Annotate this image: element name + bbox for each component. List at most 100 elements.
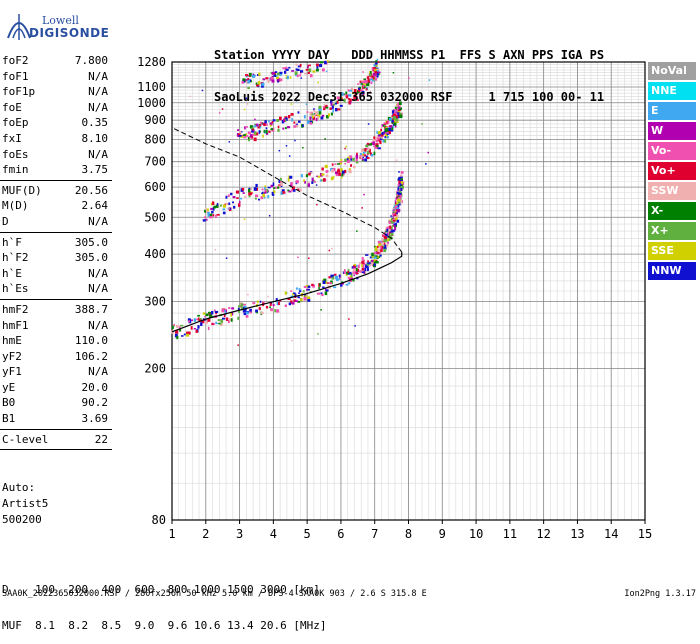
muf-distance-row: D 100 200 400 600 800 1000 1500 3000 [km…	[2, 583, 320, 596]
echo-point	[290, 182, 293, 186]
echo-point	[221, 317, 226, 320]
echo-point	[233, 205, 236, 209]
echo-point	[375, 261, 379, 264]
echo-point	[400, 184, 404, 187]
echo-point	[294, 71, 298, 75]
echo-point	[387, 136, 390, 139]
legend-item-sse: SSE	[648, 242, 696, 260]
echo-point	[212, 323, 216, 325]
param-name: foEs	[2, 147, 29, 161]
echo-point	[241, 187, 245, 191]
noise-point	[237, 344, 239, 346]
echo-point	[320, 116, 324, 120]
echo-point	[393, 224, 396, 227]
noise-point	[254, 118, 256, 121]
echo-point	[388, 125, 392, 128]
lowell-digisonde-logo: Lowell DIGISONDE	[4, 4, 114, 44]
echo-point	[341, 170, 345, 174]
echo-point	[360, 89, 364, 92]
echo-point	[390, 226, 393, 229]
echo-point	[360, 83, 364, 85]
echo-point	[235, 190, 240, 194]
echo-point	[247, 79, 250, 84]
echo-point	[253, 125, 257, 128]
echo-point	[324, 281, 328, 284]
noise-point	[361, 207, 363, 209]
param-separator	[0, 449, 112, 451]
echo-point	[247, 131, 251, 135]
echo-point	[248, 135, 252, 138]
echo-point	[375, 136, 379, 140]
echo-point	[396, 202, 399, 205]
echo-point	[311, 283, 314, 287]
echo-point	[348, 100, 351, 103]
echo-point	[372, 76, 375, 80]
echo-point	[332, 108, 334, 113]
param-value: 2.64	[81, 199, 109, 213]
echo-point	[377, 256, 381, 258]
echo-point	[293, 292, 296, 294]
echo-point	[271, 79, 275, 83]
echo-point	[262, 134, 264, 138]
echo-point	[307, 298, 311, 302]
echo-point	[386, 120, 389, 125]
param-name: hmF2	[2, 302, 29, 316]
echo-point	[398, 191, 402, 196]
echo-point	[323, 107, 326, 110]
echo-point	[381, 241, 385, 246]
echo-point	[207, 326, 210, 331]
y-tick-label: 600	[144, 180, 166, 194]
echo-point	[309, 122, 313, 125]
echo-point	[394, 108, 396, 112]
echo-point	[365, 144, 369, 148]
scaled-parameters-panel: foF2 7.800 foF1 N/A foF1p N/A foE N/A foEp 0.35 fx…	[0, 53, 112, 452]
echo-point	[331, 176, 335, 180]
echo-point	[256, 300, 259, 304]
echo-point	[251, 128, 254, 131]
echo-point	[397, 187, 399, 191]
echo-point	[222, 204, 226, 208]
echo-point	[248, 72, 252, 77]
echo-point	[396, 114, 400, 116]
echo-point	[267, 194, 270, 199]
echo-point	[362, 263, 366, 266]
echo-point	[218, 322, 220, 325]
echo-point	[317, 175, 321, 178]
param-value: N/A	[88, 318, 108, 332]
echo-point	[357, 88, 361, 92]
echo-point	[376, 61, 380, 64]
echo-point	[261, 188, 264, 191]
echo-point	[345, 95, 349, 99]
noise-point	[386, 133, 389, 136]
echo-point	[309, 290, 312, 293]
echo-point	[373, 252, 377, 254]
echo-point	[355, 161, 359, 164]
echo-point	[338, 172, 342, 176]
echo-point	[398, 208, 401, 212]
echo-point	[397, 187, 402, 190]
legend-item-vo: Vo+	[648, 162, 696, 180]
echo-point	[247, 86, 250, 90]
echo-point	[363, 86, 366, 89]
echo-point	[259, 300, 262, 303]
noise-point	[371, 75, 374, 78]
echo-point	[375, 255, 378, 258]
echo-point	[299, 289, 302, 293]
echo-point	[330, 274, 333, 278]
autoscaling-info: Auto: Artist5 500200	[2, 480, 48, 528]
echo-point	[388, 117, 393, 121]
echo-point	[328, 113, 330, 117]
echo-point	[255, 194, 259, 198]
echo-point	[364, 158, 368, 162]
echo-point	[392, 208, 396, 211]
echo-point	[288, 114, 291, 119]
x-tick-label: 4	[270, 527, 277, 541]
x-tick-label: 14	[604, 527, 618, 541]
echo-point	[396, 206, 399, 210]
echo-point	[320, 292, 323, 295]
echo-point	[222, 208, 226, 211]
echo-point	[246, 134, 248, 137]
echo-point	[370, 76, 373, 81]
param-value: 110.0	[74, 334, 108, 348]
echo-point	[384, 126, 387, 130]
